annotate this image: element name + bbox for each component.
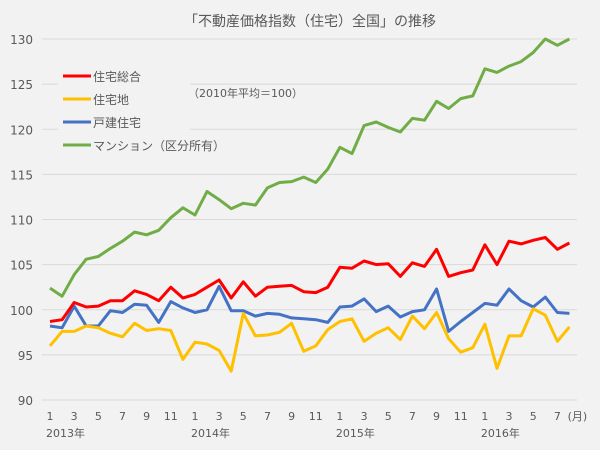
x-tick-label: 1	[481, 410, 488, 423]
legend-label: 戸建住宅	[93, 115, 141, 130]
series-line-1	[49, 236, 571, 323]
y-tick-label: 110	[10, 214, 33, 228]
x-tick-label: 7	[409, 410, 416, 423]
x-tick-label: 7	[264, 410, 271, 423]
x-tick-label: 1	[191, 410, 198, 423]
x-tick-label: 9	[143, 410, 150, 423]
x-tick-label: 3	[71, 410, 78, 423]
x-tick-label: 9	[288, 410, 295, 423]
x-tick-label: 5	[385, 410, 392, 423]
series-line-3	[49, 284, 570, 333]
x-tick-label: 1	[336, 410, 343, 423]
series-lines	[48, 37, 571, 373]
x-year-label: 2014年	[191, 426, 230, 440]
x-tick-label: 1	[47, 410, 54, 423]
x-tick-label: 7	[119, 410, 126, 423]
x-tick-label: 9	[433, 410, 440, 423]
y-tick-label: 120	[10, 123, 33, 137]
x-year-label: 2015年	[336, 426, 375, 440]
series-line-2	[48, 307, 571, 373]
x-tick-label: 3	[506, 410, 513, 423]
x-year-label: 2013年	[46, 426, 85, 440]
y-tick-label: 105	[10, 259, 33, 273]
x-tick-label: 5	[95, 410, 102, 423]
y-tick-label: 115	[10, 168, 33, 182]
y-tick-label: 90	[18, 394, 33, 408]
legend-label: マンション（区分所有）	[93, 139, 225, 153]
x-tick-label: 3	[216, 410, 223, 423]
chart-title: 「不動産価格指数（住宅）全国」の推移	[184, 13, 436, 30]
x-tick-label: 11	[164, 410, 178, 423]
x-tick-label: 11	[454, 410, 468, 423]
x-tick-label: 5	[240, 410, 247, 423]
y-axis: 90 95 100 105 110 115 120 125 130	[10, 33, 33, 408]
base-year-annotation: （2010年平均＝100）	[188, 86, 303, 100]
y-tick-label: 125	[10, 78, 33, 92]
x-tick-label: 7	[554, 410, 561, 423]
x-tick-label: 11	[309, 410, 323, 423]
x-year-label: 2016年	[481, 426, 520, 440]
x-unit-label: (月)	[568, 410, 588, 423]
x-tick-label: 3	[361, 410, 368, 423]
legend-label: 住宅地	[93, 92, 129, 107]
y-tick-label: 130	[10, 33, 33, 47]
y-tick-label: 95	[18, 349, 33, 363]
x-tick-label: 5	[530, 410, 537, 423]
y-tick-label: 100	[10, 304, 33, 318]
legend-label: 住宅総合	[93, 69, 141, 84]
x-axis: 1 3 5 7 9 11 1 3 5 7 9 11 1 3 5 7 9 11 1 3 5 7 (月)2013年 2014年 20…	[46, 410, 587, 440]
series-line-4	[49, 37, 571, 298]
